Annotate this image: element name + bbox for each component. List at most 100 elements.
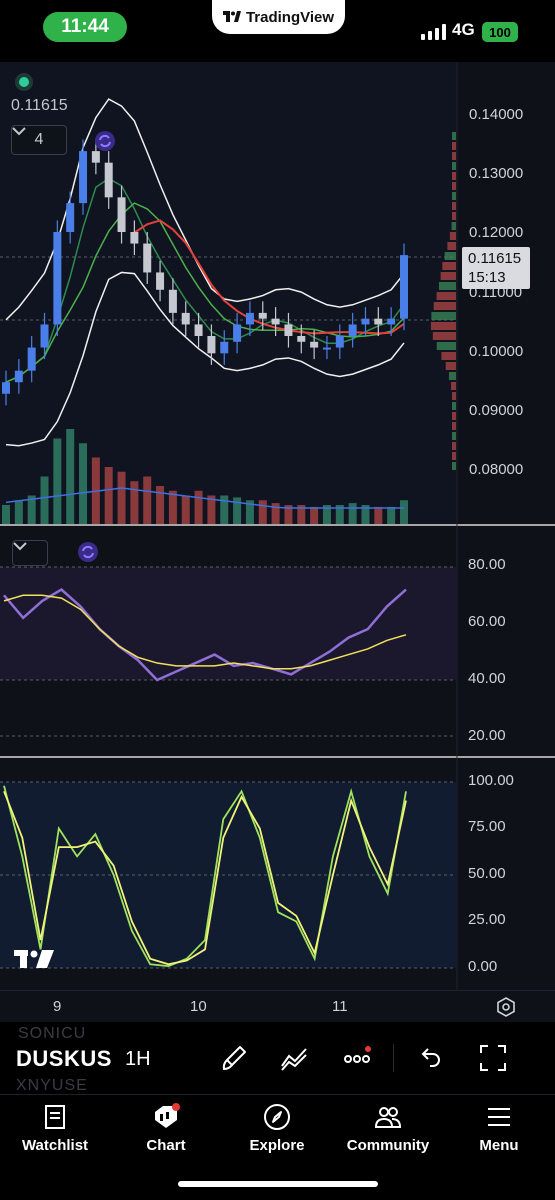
volume-profile-bar <box>431 312 456 320</box>
volume-profile-bar <box>452 202 456 210</box>
app-name: TradingView <box>245 8 335 26</box>
time-axis-tick: 9 <box>53 998 62 1015</box>
brush-icon[interactable] <box>220 1044 248 1072</box>
fullscreen-icon[interactable] <box>479 1044 507 1072</box>
last-price-tag: 0.11615 15:13 <box>462 247 530 289</box>
candle-body <box>53 232 62 325</box>
home-indicator[interactable] <box>178 1181 378 1187</box>
tradingview-watermark-icon <box>14 950 54 968</box>
volume-profile-bar <box>452 182 456 190</box>
price-axis-label: 0.14000 <box>469 106 524 123</box>
candle-body <box>284 324 293 336</box>
nav-label: Chart <box>146 1137 186 1154</box>
app-indicator-pill[interactable]: TradingView <box>212 0 345 34</box>
chart-canvas[interactable] <box>0 62 555 990</box>
volume-bar <box>258 500 267 524</box>
volume-profile-bar <box>430 322 456 330</box>
candle-body <box>194 324 203 336</box>
volume-profile-bar <box>447 242 456 250</box>
bottom-nav: Watchlist Chart Explore Community Me <box>0 1094 555 1200</box>
time-axis[interactable]: 9 10 11 <box>0 990 555 1022</box>
volume-bar <box>27 495 36 524</box>
volume-bar <box>156 486 165 524</box>
candle-body <box>400 255 408 319</box>
rsi-collapse-button[interactable] <box>12 540 48 566</box>
stoch-axis-label: 0.00 <box>468 958 498 975</box>
volume-profile-bar <box>436 342 456 350</box>
volume-bar <box>348 503 357 524</box>
volume-bar <box>335 505 344 524</box>
candle-body <box>130 232 139 244</box>
interval-selector[interactable]: 1H <box>125 1048 151 1070</box>
rsi-lines <box>3 588 407 682</box>
ema-mid-line <box>5 202 405 383</box>
price-axis-label: 0.13000 <box>469 165 524 182</box>
volume-profile-bar <box>452 212 456 220</box>
undo-icon[interactable] <box>416 1044 444 1072</box>
bollinger-upper-line <box>5 98 405 321</box>
volume-bar <box>66 429 75 524</box>
rsi-axis-label: 20.00 <box>468 727 506 744</box>
candle-body <box>271 318 280 325</box>
volume-profile-bar <box>444 252 456 260</box>
volume-profile-bar <box>452 132 456 140</box>
candles <box>2 139 408 406</box>
chart-area[interactable]: 0.11615 4 0.14000 0.13000 0.12000 0.1100… <box>0 62 555 1022</box>
nav-menu[interactable]: Menu <box>444 1103 554 1163</box>
volume-bar <box>400 500 408 524</box>
status-time-text: 11:44 <box>61 16 109 37</box>
nav-watchlist[interactable]: Watchlist <box>0 1103 110 1163</box>
rsi-ma-line <box>3 594 407 670</box>
chevron-down-icon <box>12 127 26 136</box>
volume-bar <box>40 476 49 524</box>
time-axis-tick: 11 <box>332 998 348 1015</box>
more-icon[interactable] <box>343 1044 371 1072</box>
candle-body <box>143 243 152 273</box>
nav-chart[interactable]: Chart <box>111 1103 221 1163</box>
trendline-tools-icon[interactable] <box>280 1044 308 1072</box>
volume-profile-bar <box>436 292 456 300</box>
nav-community[interactable]: Community <box>333 1103 443 1163</box>
refresh-icon[interactable] <box>77 541 99 563</box>
symbol-previous[interactable]: SONICU <box>18 1025 87 1042</box>
refresh-icon[interactable] <box>94 130 116 152</box>
volume-profile-bar <box>452 142 456 150</box>
volume-bar <box>284 505 293 524</box>
symbol-selector[interactable]: DUSKUS <box>16 1046 112 1071</box>
tradingview-logo-icon <box>222 11 241 22</box>
symbol-next[interactable]: XNYUSE <box>16 1077 88 1094</box>
volume-profile-bar <box>452 412 456 420</box>
volume-bar <box>207 495 216 524</box>
volume-bar <box>104 467 113 524</box>
candle-body <box>14 370 23 383</box>
candle-body <box>258 312 267 319</box>
candle-body <box>374 318 383 325</box>
volume-profile-bar <box>452 192 456 200</box>
signal-icon <box>421 24 446 40</box>
volume-bar <box>245 500 254 524</box>
chart-settings-icon[interactable] <box>496 997 516 1017</box>
candle-body <box>2 382 10 394</box>
nav-explore[interactable]: Explore <box>222 1103 332 1163</box>
volume-profile-bar <box>449 232 456 240</box>
price-axis-label: 0.10000 <box>469 343 524 360</box>
candle-body <box>310 341 319 348</box>
volume-profile-bar <box>451 222 456 230</box>
nav-label: Community <box>346 1137 430 1154</box>
indicators-collapse-button[interactable]: 4 <box>11 125 67 155</box>
rsi-axis-label: 60.00 <box>468 613 506 630</box>
volume-profile-bar <box>452 392 456 400</box>
price-axis-label: 0.09000 <box>469 402 524 419</box>
volume-bar <box>322 505 331 524</box>
candle-body <box>156 272 165 290</box>
stoch-lines <box>3 785 407 968</box>
candle-body <box>220 341 229 354</box>
price-readout: 0.11615 <box>11 97 68 114</box>
volume-bars <box>2 429 408 524</box>
rsi-line <box>3 588 407 682</box>
volume-profile-bar <box>433 302 456 310</box>
last-price: 0.11615 <box>468 250 522 267</box>
volume-profile-bar <box>452 172 456 180</box>
candle-body <box>233 324 242 342</box>
nav-label: Menu <box>479 1137 519 1154</box>
